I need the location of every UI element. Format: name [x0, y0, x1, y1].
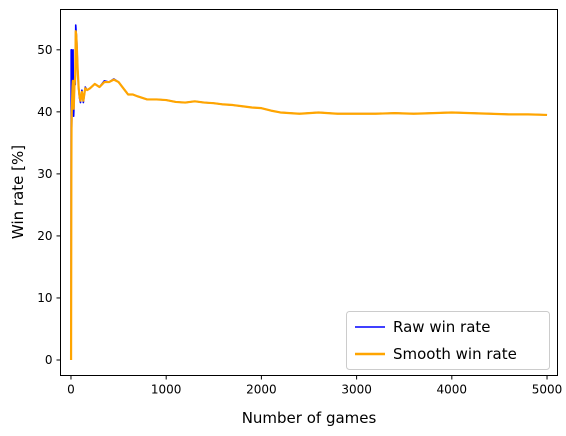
x-tick-label: 4000 [437, 383, 468, 397]
series-line-raw-win-rate [71, 25, 547, 360]
y-axis-label: Win rate [%] [9, 145, 27, 239]
x-tick-label: 0 [67, 383, 75, 397]
x-axis-label: Number of games [242, 409, 377, 427]
x-axis: 0 1000 2000 3000 4000 5000 [67, 376, 562, 397]
x-tick-label: 1000 [151, 383, 182, 397]
y-tick-label: 30 [37, 167, 52, 181]
y-tick-label: 0 [45, 353, 53, 367]
x-tick-label: 3000 [341, 383, 372, 397]
y-tick-label: 40 [37, 105, 52, 119]
x-tick-label: 2000 [246, 383, 277, 397]
series-layer [71, 25, 547, 360]
legend: Raw win rate Smooth win rate [347, 312, 550, 370]
legend-smooth-label: Smooth win rate [393, 345, 517, 363]
series-line-smooth-win-rate [71, 31, 547, 360]
y-axis: 0 10 20 30 40 50 [37, 43, 60, 367]
x-tick-label: 5000 [532, 383, 563, 397]
y-tick-label: 50 [37, 43, 52, 57]
legend-raw-label: Raw win rate [393, 318, 491, 336]
y-tick-label: 20 [37, 229, 52, 243]
y-tick-label: 10 [37, 291, 52, 305]
